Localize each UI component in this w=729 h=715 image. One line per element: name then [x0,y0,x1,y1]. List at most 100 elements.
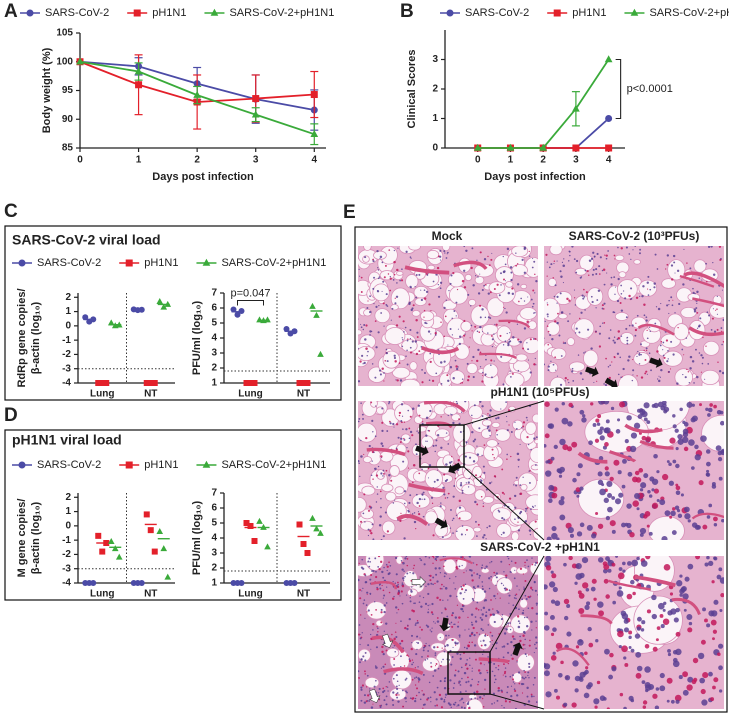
nucleus [445,693,447,695]
nucleus [555,408,559,412]
alveolus [390,688,406,700]
nucleus [460,586,461,587]
nucleus [392,691,394,693]
nucleus [604,442,609,447]
nucleus [410,338,411,339]
nucleus [688,519,691,522]
alveolus [615,255,624,261]
alveolus [703,341,719,355]
nucleus [637,315,639,317]
nucleus [676,580,682,586]
nucleus [668,358,669,359]
nucleus [585,351,586,352]
nucleus [533,437,535,439]
nucleus [436,698,438,700]
nucleus [383,473,385,475]
alveolus [412,640,423,650]
nucleus [535,280,537,282]
nucleus [510,695,512,697]
nucleus [496,572,498,574]
nucleus [398,694,399,695]
nucleus [456,315,457,316]
nucleus [423,597,424,598]
nucleus [593,698,599,704]
nucleus [597,253,599,255]
nucleus [507,333,508,334]
nucleus [706,556,710,560]
nucleus [380,312,382,314]
nucleus [419,637,420,638]
nucleus [672,460,676,464]
nucleus [439,694,441,696]
nucleus [597,601,603,607]
nucleus [524,300,525,301]
nucleus [511,658,513,660]
nucleus [437,617,439,619]
nucleus [362,588,363,589]
nucleus [619,586,622,589]
nucleus [492,454,493,455]
nucleus [641,620,645,624]
nucleus [510,572,511,573]
nucleus [465,534,466,535]
nucleus [401,562,402,563]
nucleus [364,599,366,601]
nucleus [532,306,534,308]
nucleus [441,612,443,614]
nucleus [494,702,495,703]
nucleus [717,314,718,315]
nucleus [667,350,669,352]
nucleus [449,623,451,625]
nucleus [512,678,514,680]
nucleus [470,684,472,686]
nucleus [689,382,690,383]
nucleus [443,700,445,702]
nucleus [438,668,440,670]
nucleus [454,674,456,676]
nucleus [643,705,646,708]
nucleus [484,664,485,665]
nucleus [419,601,421,603]
nucleus [564,342,566,344]
nucleus [372,259,374,261]
x-tick-label: 0 [475,155,481,166]
nucleus [646,420,650,424]
nucleus [521,677,523,679]
nucleus [545,556,551,562]
nucleus [435,652,437,654]
nucleus [599,333,601,335]
nucleus [716,308,718,310]
nucleus [429,379,431,381]
nucleus [450,274,452,276]
nucleus [424,646,426,648]
nucleus [575,688,579,692]
nucleus [574,297,575,298]
nucleus [661,624,665,628]
nucleus [445,697,446,698]
nucleus [487,672,489,674]
nucleus [563,343,564,344]
nucleus [680,587,685,592]
panel-d-frame [5,430,341,600]
nucleus [434,669,437,672]
nucleus [611,407,614,410]
nucleus [423,694,425,696]
nucleus [718,665,723,670]
nucleus [521,598,523,600]
nucleus [595,439,599,443]
nucleus [585,270,587,272]
nucleus [497,700,499,702]
nucleus [384,276,386,278]
nucleus [713,517,718,522]
nucleus [479,305,481,307]
nucleus [415,653,417,655]
nucleus [685,376,687,378]
nucleus [423,516,425,518]
nucleus [423,704,425,706]
nucleus [475,616,477,618]
nucleus [419,558,420,559]
nucleus [632,476,638,482]
nucleus [469,706,470,707]
nucleus [427,593,429,595]
nucleus [622,376,623,377]
